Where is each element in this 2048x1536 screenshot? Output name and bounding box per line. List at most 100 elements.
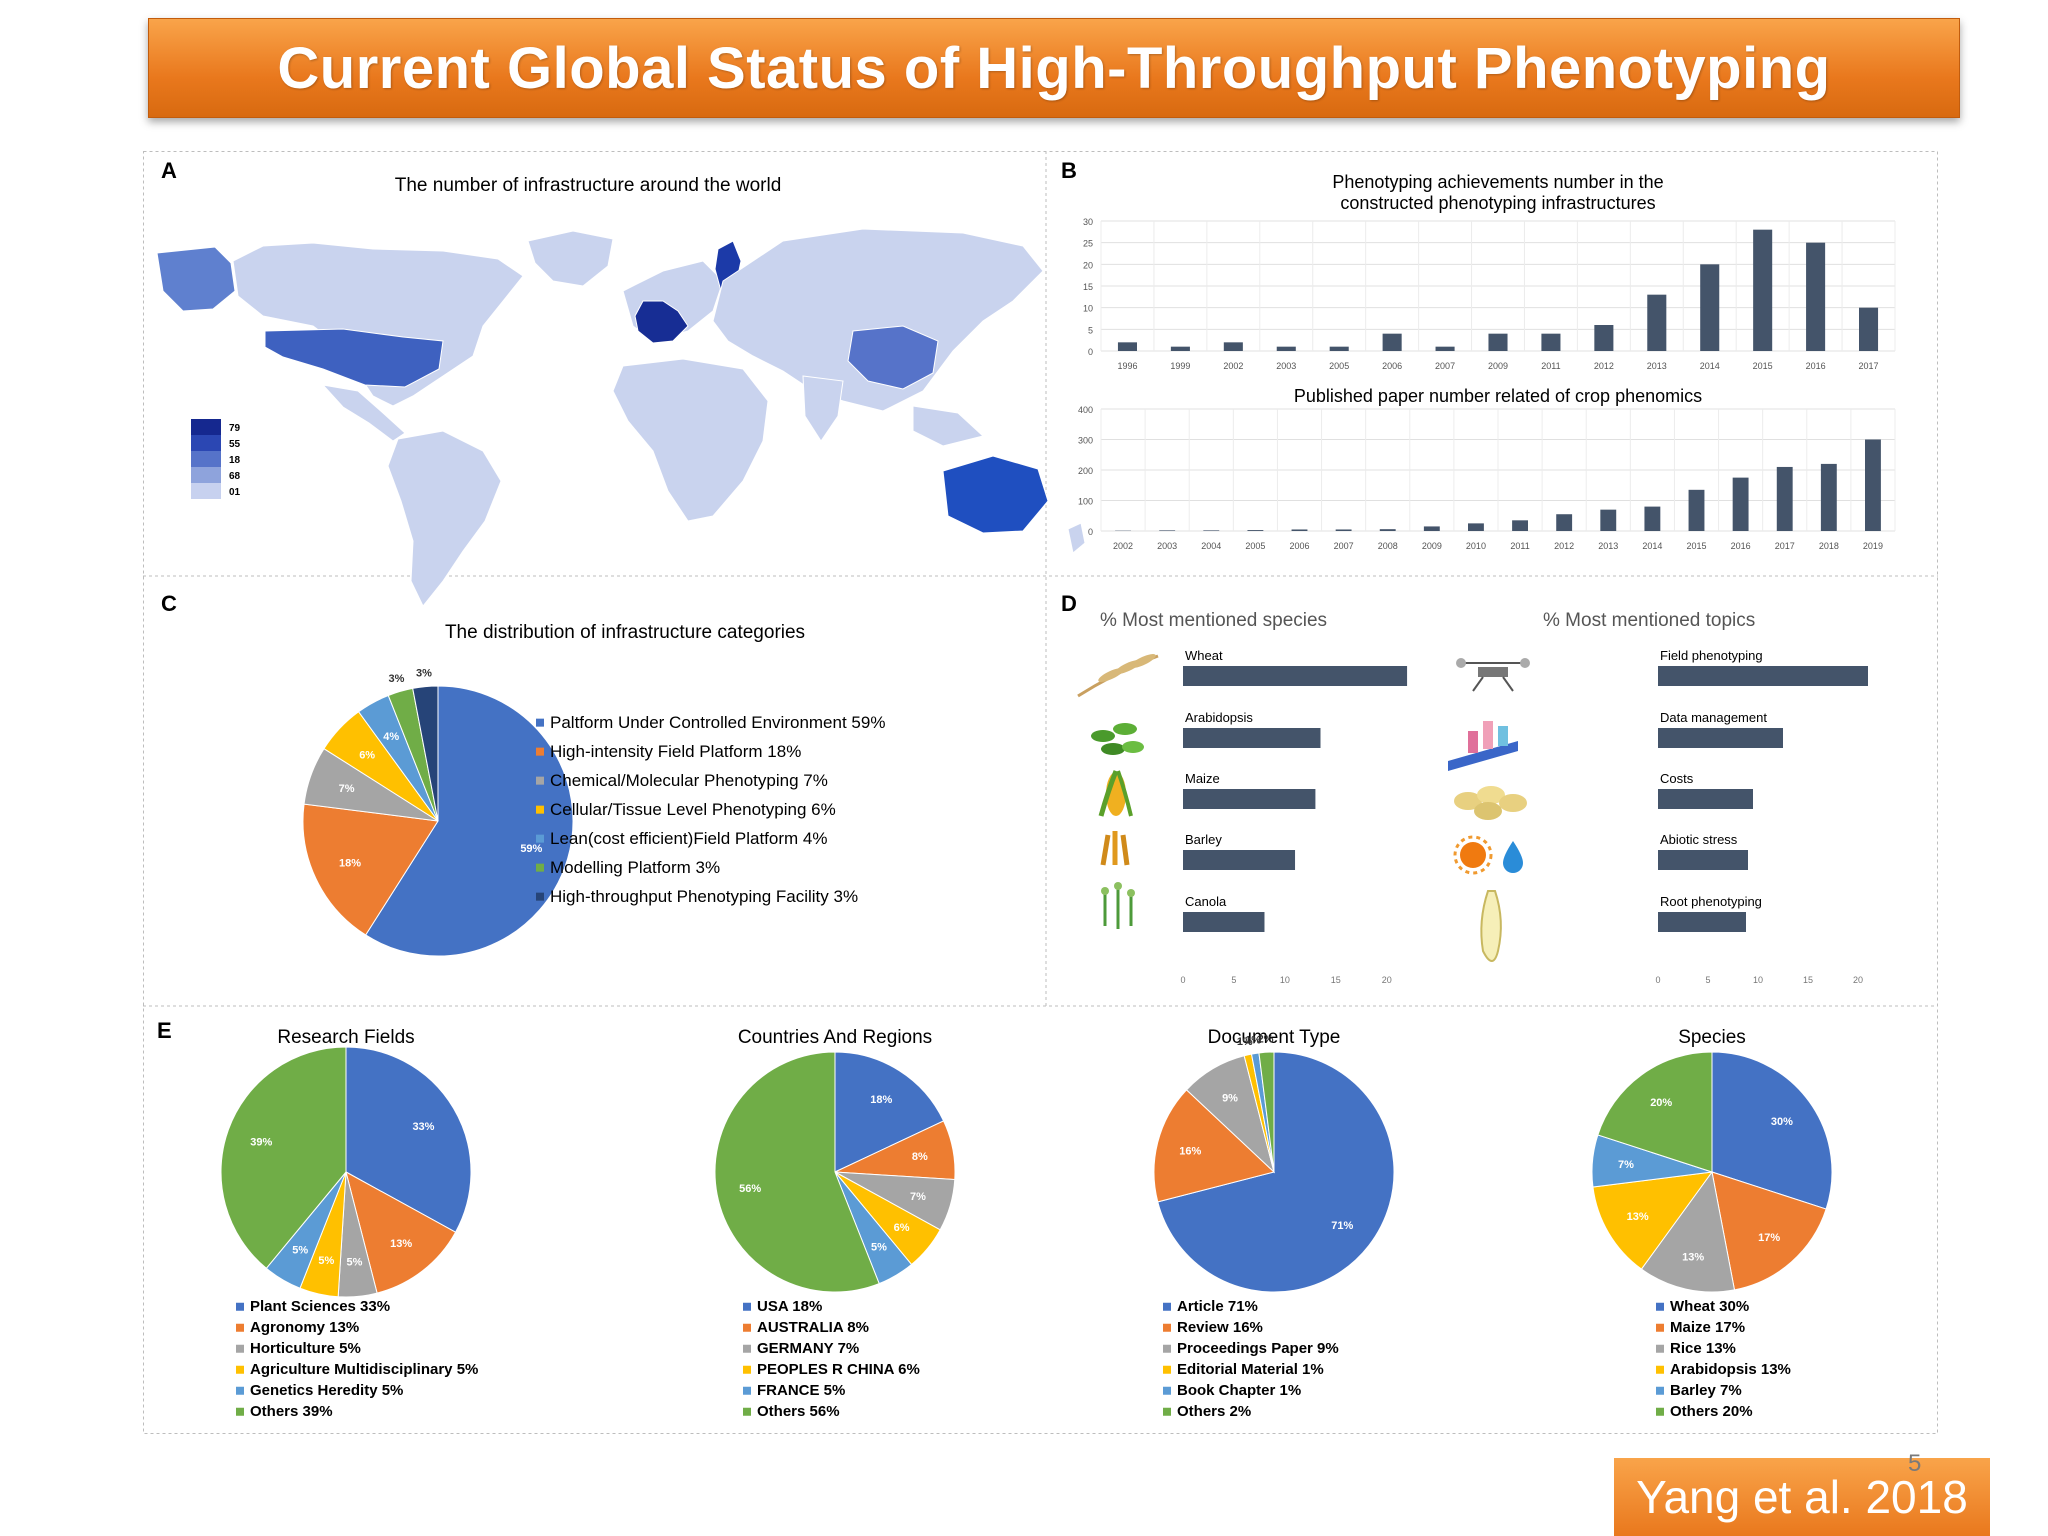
legend-swatch: [536, 892, 544, 901]
pie-slice-label: 71%: [1331, 1220, 1353, 1232]
legend-entry: Proceedings Paper 9%: [1177, 1340, 1339, 1357]
panel-b-letter: B: [1061, 158, 1077, 183]
drone-icon: [1456, 658, 1530, 692]
chart-b1: 0 5 10 15 20 25 30 1996 1999 2002 2003 2005 2006 2007…: [1083, 172, 1896, 371]
panel-d-letter: D: [1061, 591, 1077, 616]
legend-entry: Others 2%: [1177, 1403, 1251, 1420]
pie-slice-label: 56%: [739, 1183, 761, 1195]
bar: [1117, 342, 1137, 351]
legend-swatch: [743, 1407, 751, 1416]
pie-slice-label: 7%: [1618, 1159, 1634, 1171]
legend-swatch: [236, 1365, 244, 1374]
x-tick-label: 2018: [1819, 541, 1839, 551]
panel-b: B 0 5 10 15 20 25 30 1996 1999 2002 2003 2005 2006 20…: [1061, 158, 1896, 551]
legend-swatch: [1163, 1302, 1171, 1311]
x-tick-label: 1996: [1117, 361, 1137, 371]
pie-slice-label: 5%: [347, 1257, 363, 1269]
legend-entry: High-intensity Field Platform 18%: [550, 742, 801, 761]
panel-c: C The distribution of infrastructure cat…: [161, 591, 885, 957]
y-tick-label: 100: [1078, 497, 1093, 507]
chart-title: Species: [1678, 1027, 1746, 1048]
pie-slice-label: 13%: [1682, 1251, 1704, 1263]
legend-swatch: [1656, 1365, 1664, 1374]
pie-slice-label: 5%: [318, 1255, 334, 1267]
panel-c-letter: C: [161, 591, 177, 616]
pie-slice: [834, 1051, 945, 1173]
legend-swatch: [536, 805, 544, 814]
pie-slice-label: 4%: [383, 731, 399, 743]
bar: [1700, 264, 1720, 351]
legend-entry: USA 18%: [757, 1298, 822, 1315]
legend-swatch: [1656, 1386, 1664, 1395]
bar: [1159, 530, 1176, 531]
legend-swatch: [1656, 1323, 1664, 1332]
map-legend-swatch: [191, 435, 221, 451]
map-greenland: [527, 230, 614, 287]
x-tick-label: 2007: [1435, 361, 1455, 371]
legend-entry: Cellular/Tissue Level Phenotyping 6%: [550, 800, 836, 819]
map-usa: [264, 328, 444, 388]
legend-swatch: [236, 1407, 244, 1416]
panel-d: D % Most mentioned species % Most mentio…: [1061, 591, 1868, 985]
y-tick-label: 0: [1088, 527, 1093, 537]
x-tick-label: 20: [1382, 975, 1392, 985]
chart-title: constructed phenotyping infrastructures: [1340, 193, 1655, 213]
bar: [1644, 506, 1661, 531]
panel-d-species-title: % Most mentioned species: [1100, 610, 1327, 631]
legend-entry: Plant Sciences 33%: [250, 1298, 390, 1315]
chart-title: Published paper number related of crop p…: [1294, 386, 1702, 406]
pie-slice-label: 59%: [520, 843, 542, 855]
legend-swatch: [743, 1302, 751, 1311]
pie-slice: [412, 685, 439, 822]
x-tick-label: 2009: [1422, 541, 1442, 551]
panel-a-title: The number of infrastructure around the …: [395, 175, 782, 196]
bar-category-label: Arabidopsis: [1185, 710, 1253, 725]
pie-slice-label: 6%: [359, 749, 375, 761]
pie-slice: [1711, 1051, 1833, 1210]
x-tick-label: 2013: [1647, 361, 1667, 371]
legend-entry: Others 20%: [1670, 1403, 1753, 1420]
chart-e2: Countries And Regions 18% 8% 7% 6% 5% 56% USA 1…: [714, 1027, 956, 1420]
pie-slice-label: 33%: [412, 1121, 434, 1133]
bar: [1183, 728, 1321, 748]
pie-slice: [302, 803, 439, 936]
maize-icon: [1098, 770, 1133, 817]
legend-swatch: [236, 1344, 244, 1353]
legend-swatch: [536, 863, 544, 872]
legend-entry: Others 39%: [250, 1403, 333, 1420]
pie-slice-label: 18%: [339, 857, 361, 869]
bar-category-label: Costs: [1660, 771, 1694, 786]
chart-e1: Research Fields 33% 13% 5% 5% 5% 39% Plant Scie…: [220, 1027, 478, 1420]
legend-swatch: [743, 1386, 751, 1395]
map-legend-swatch: [191, 483, 221, 499]
pie-slice-label: 7%: [910, 1191, 926, 1203]
x-tick-label: 2005: [1329, 361, 1349, 371]
legend-entry: PEOPLES R CHINA 6%: [757, 1361, 920, 1378]
wheat-icon: [1077, 654, 1159, 698]
legend-swatch: [1163, 1323, 1171, 1332]
slide-number: 5: [1908, 1450, 1922, 1477]
legend-entry: Editorial Material 1%: [1177, 1361, 1324, 1378]
map-south-america: [387, 430, 502, 607]
pie-slice-label: 30%: [1771, 1116, 1793, 1128]
bar: [1594, 325, 1614, 351]
panel-d-topics-title: % Most mentioned topics: [1543, 610, 1755, 631]
legend-entry: Paltform Under Controlled Environment 59…: [550, 713, 885, 732]
figure-svg: A The number of infrastructure around th…: [143, 151, 1938, 1434]
slide-title: Current Global Status of High-Throughput…: [277, 35, 1831, 101]
legend-swatch: [743, 1344, 751, 1353]
map-new-zealand: [1067, 522, 1086, 554]
panel-e: E Research Fields 33% 13% 5% 5% 5% 39% Plant Sc…: [157, 1018, 1833, 1420]
legend-swatch: [236, 1323, 244, 1332]
y-tick-label: 400: [1078, 405, 1093, 415]
x-tick-label: 2007: [1334, 541, 1354, 551]
pie-slice: [1157, 1051, 1395, 1293]
map-legend-label: 01: [229, 487, 241, 498]
x-tick-label: 1999: [1170, 361, 1190, 371]
legend-entry: AUSTRALIA 8%: [757, 1319, 869, 1336]
legend-swatch: [236, 1302, 244, 1311]
map-alaska: [156, 246, 236, 312]
y-tick-label: 20: [1083, 260, 1093, 270]
x-tick-label: 2003: [1157, 541, 1177, 551]
x-tick-label: 2005: [1245, 541, 1265, 551]
